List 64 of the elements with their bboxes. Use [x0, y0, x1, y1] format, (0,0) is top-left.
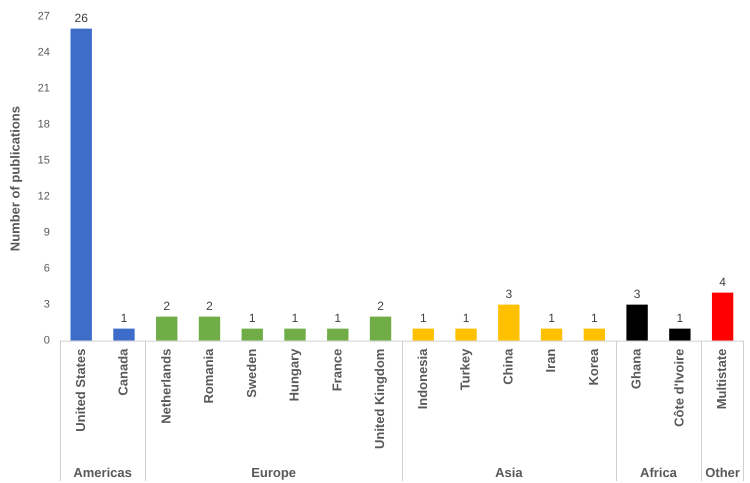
bar: [669, 328, 691, 341]
bar: [455, 328, 477, 341]
data-label: 1: [590, 310, 598, 325]
bar: [113, 328, 135, 341]
bar: [540, 328, 562, 341]
bar: [242, 328, 263, 341]
data-label: 4: [719, 274, 726, 289]
bar: [198, 316, 220, 341]
text: Africa: [640, 465, 678, 480]
bar: [412, 328, 434, 341]
data-label: 1: [462, 310, 470, 325]
x-tick-label: United States: [72, 348, 88, 432]
y-axis-title: Number of publications: [7, 106, 22, 252]
bar: [584, 328, 606, 341]
x-tick-label: France: [329, 348, 344, 392]
bar: [156, 316, 178, 341]
x-tick-label: China: [500, 348, 516, 385]
data-label: 2: [163, 298, 170, 313]
data-label: 2: [206, 298, 214, 313]
x-tick-label: Romania: [201, 348, 216, 404]
x-tick-label: Indonesia: [414, 348, 430, 410]
data-label: 3: [505, 286, 512, 301]
text: Europe: [251, 465, 296, 480]
text: Americas: [73, 465, 132, 480]
y-tick-label: 27: [38, 10, 50, 23]
x-tick-label: Multistate: [714, 348, 730, 410]
data-label: 1: [334, 310, 342, 325]
bar: [626, 304, 648, 341]
y-tick-label: 6: [44, 262, 50, 275]
y-tick-label: 24: [38, 46, 50, 59]
data-label: 3: [634, 286, 641, 301]
y-tick-label: 0: [44, 334, 50, 347]
y-tick-label: 3: [44, 298, 50, 311]
data-label: 26: [74, 10, 88, 25]
bar: [498, 304, 520, 341]
data-label: 1: [120, 310, 128, 325]
bar: [370, 316, 392, 341]
data-label: 1: [676, 310, 684, 325]
x-tick-label: Ghana: [628, 348, 644, 390]
x-tick-label: Korea: [586, 348, 601, 386]
data-label: 1: [292, 310, 299, 325]
bar: [712, 292, 734, 341]
x-tick-label: Hungary: [286, 348, 302, 402]
y-tick-label: 18: [38, 118, 50, 131]
data-label: 1: [548, 310, 556, 325]
x-tick-label: Netherlands: [158, 348, 174, 424]
bar: [284, 328, 306, 341]
x-tick-label: United Kingdom: [372, 348, 388, 450]
y-tick-label: 9: [44, 226, 50, 239]
y-tick-label: 15: [38, 154, 50, 167]
x-tick-label: Côte d'Ivoire: [671, 348, 686, 427]
text: Other: [705, 465, 740, 480]
x-tick-label: Sweden: [244, 348, 259, 398]
data-label: 1: [248, 310, 256, 325]
y-tick-label: 12: [38, 190, 50, 203]
x-tick-label: Turkey: [458, 348, 473, 390]
bar: [327, 328, 348, 341]
data-label: 2: [377, 298, 384, 313]
bar: [70, 28, 92, 341]
text: Asia: [495, 465, 524, 480]
data-label: 1: [420, 310, 427, 325]
y-tick-label: 21: [38, 82, 50, 95]
x-tick-label: Canada: [116, 348, 131, 396]
x-tick-label: Iran: [543, 348, 558, 372]
